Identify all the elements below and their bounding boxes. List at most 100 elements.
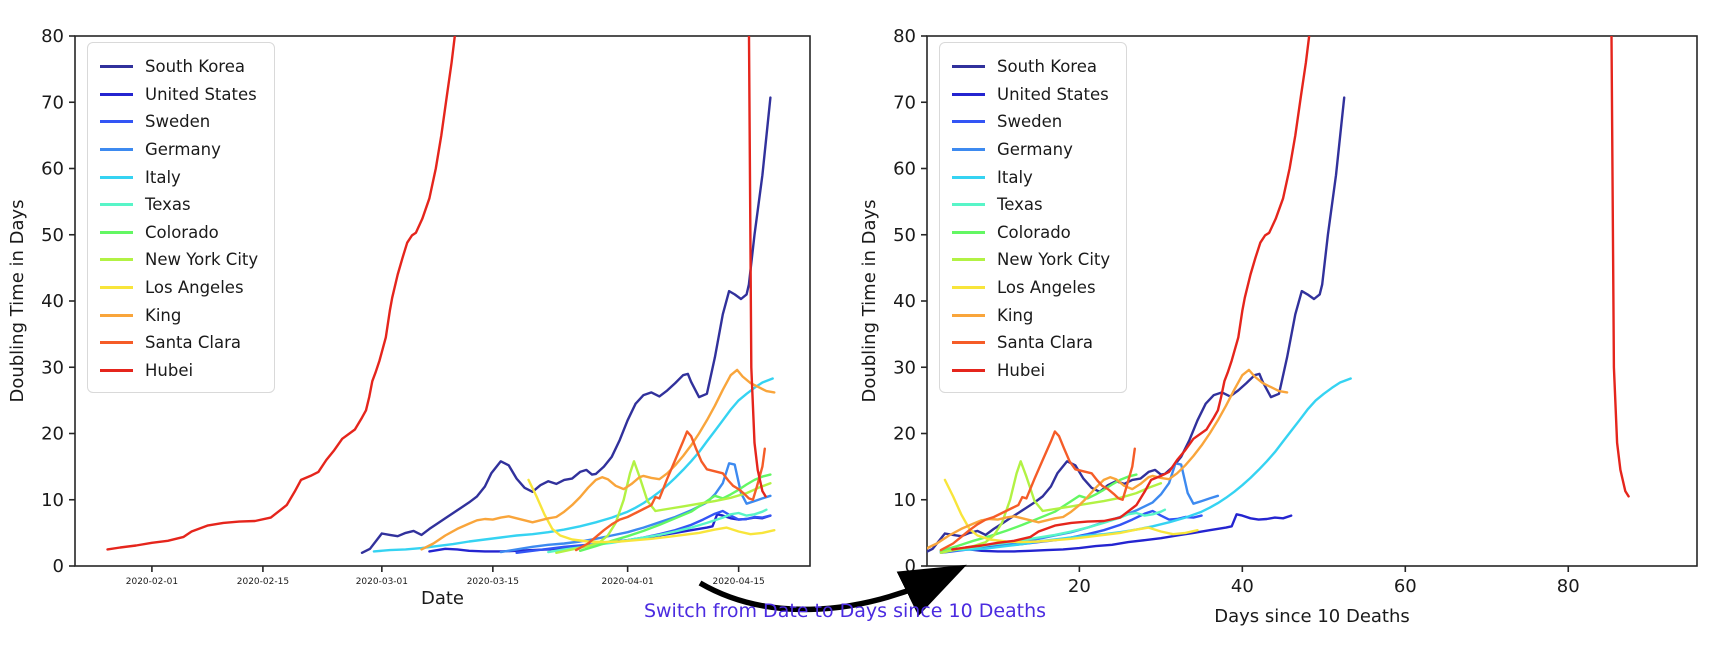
legend-line-swatch: [952, 175, 985, 179]
legend-item-colorado: Colorado: [952, 219, 1110, 247]
legend-label: King: [997, 305, 1034, 325]
series-line-sweden-left: [515, 509, 772, 554]
legend-label: Germany: [997, 140, 1073, 160]
legend-line-swatch: [952, 258, 985, 262]
x-tick-label: 40: [1231, 576, 1254, 597]
y-axis-label-left: Doubling Time in Days: [7, 199, 28, 402]
x-tick-label: 80: [1557, 576, 1580, 597]
series-line-south-korea-right: [927, 96, 1346, 553]
y-tick-label: 50: [893, 225, 916, 246]
legend-item-sweden: Sweden: [952, 108, 1110, 136]
legend-line-swatch: [952, 120, 985, 124]
switch-arrow: [698, 564, 967, 616]
legend-label: Sweden: [997, 112, 1063, 132]
x-tick-label: 2020-02-15: [237, 577, 289, 587]
legend-item-hubei: Hubei: [100, 357, 258, 385]
series-line-united-states-right: [939, 513, 1293, 553]
legend-item-los-angeles: Los Angeles: [952, 274, 1110, 302]
x-tick-label: 2020-04-15: [712, 577, 764, 587]
y-tick-label: 80: [41, 26, 64, 47]
series-line-hubei-left: [747, 36, 767, 498]
x-axis-label-right: Days since 10 Deaths: [1214, 606, 1410, 627]
y-tick-label: 60: [41, 159, 64, 180]
legend-label: Texas: [997, 195, 1043, 215]
series-line-king-left: [420, 368, 776, 551]
legend-line-swatch: [100, 92, 133, 96]
legend-label: Santa Clara: [997, 333, 1093, 353]
legend-item-germany: Germany: [100, 136, 258, 164]
legend-line-swatch: [100, 203, 133, 207]
legend-label: Texas: [145, 195, 191, 215]
y-tick-label: 40: [893, 291, 916, 312]
y-tick-label: 60: [893, 159, 916, 180]
legend-item-king: King: [952, 301, 1110, 329]
series-line-hubei-right: [1610, 36, 1630, 498]
legend-item-united-states: United States: [952, 81, 1110, 109]
series-line-santa-clara-left: [574, 430, 766, 552]
legend-item-texas: Texas: [100, 191, 258, 219]
legend-item-santa-clara: Santa Clara: [100, 329, 258, 357]
legend-line-swatch: [100, 230, 133, 234]
x-axis-label-left: Date: [421, 588, 464, 609]
legend-line-swatch: [100, 286, 133, 290]
legend-line-swatch: [100, 341, 133, 345]
legend-line-swatch: [952, 148, 985, 152]
legend-line-swatch: [100, 120, 133, 124]
x-tick-label: 60: [1394, 576, 1417, 597]
legend-item-texas: Texas: [952, 191, 1110, 219]
y-tick-label: 10: [893, 490, 916, 511]
legend-item-united-states: United States: [100, 81, 258, 109]
legend-label: United States: [997, 84, 1109, 104]
annotation-switch-text: Switch from Date to Days since 10 Deaths: [643, 600, 1047, 622]
legend-line-swatch: [952, 368, 985, 372]
legend-item-south-korea: South Korea: [100, 53, 258, 81]
legend-label: Colorado: [997, 222, 1071, 242]
y-tick-label: 20: [41, 424, 64, 445]
legend-label: Colorado: [145, 222, 219, 242]
legend-label: South Korea: [997, 57, 1097, 77]
legend-label: Los Angeles: [145, 278, 244, 298]
legend-line-swatch: [100, 368, 133, 372]
legend-line-swatch: [100, 65, 133, 69]
y-tick-label: 30: [893, 357, 916, 378]
legend-item-sweden: Sweden: [100, 108, 258, 136]
series-line-hubei-right: [951, 36, 1311, 551]
x-tick-label: 2020-02-01: [126, 577, 178, 587]
legend-line-swatch: [952, 65, 985, 69]
series-line-hubei-left: [106, 36, 457, 551]
legend-label: Hubei: [997, 360, 1046, 380]
series-line-germany-left: [499, 462, 772, 554]
y-tick-label: 0: [53, 556, 64, 577]
legend-label: South Korea: [145, 57, 245, 77]
legend-item-santa-clara: Santa Clara: [952, 329, 1110, 357]
series-line-italy-right: [939, 377, 1352, 553]
legend-line-swatch: [100, 313, 133, 317]
legend-label: King: [145, 305, 182, 325]
legend-label: Germany: [145, 140, 221, 160]
legend-item-south-korea: South Korea: [952, 53, 1110, 81]
legend-label: Los Angeles: [997, 278, 1096, 298]
legend-label: New York City: [145, 250, 259, 270]
legend-label: New York City: [997, 250, 1111, 270]
legend-label: Italy: [145, 167, 181, 187]
legend-label: Sweden: [145, 112, 211, 132]
legend-left: South Korea United States Sweden Germany Ita…: [87, 42, 276, 394]
y-tick-label: 40: [41, 291, 64, 312]
legend-item-colorado: Colorado: [100, 219, 258, 247]
legend-item-germany: Germany: [952, 136, 1110, 164]
legend-line-swatch: [952, 286, 985, 290]
legend-item-new-york-city: New York City: [100, 246, 258, 274]
legend-item-king: King: [100, 301, 258, 329]
legend-item-italy: Italy: [952, 163, 1110, 191]
legend-line-swatch: [952, 313, 985, 317]
y-axis-label-right: Doubling Time in Days: [859, 199, 880, 402]
legend-item-hubei: Hubei: [952, 357, 1110, 385]
legend-line-swatch: [952, 341, 985, 345]
series-line-santa-clara-right: [939, 430, 1137, 552]
x-tick-label: 2020-04-01: [601, 577, 653, 587]
y-tick-label: 70: [893, 92, 916, 113]
x-tick-label: 2020-03-01: [356, 577, 408, 587]
y-tick-label: 70: [41, 92, 64, 113]
legend-line-swatch: [100, 258, 133, 262]
